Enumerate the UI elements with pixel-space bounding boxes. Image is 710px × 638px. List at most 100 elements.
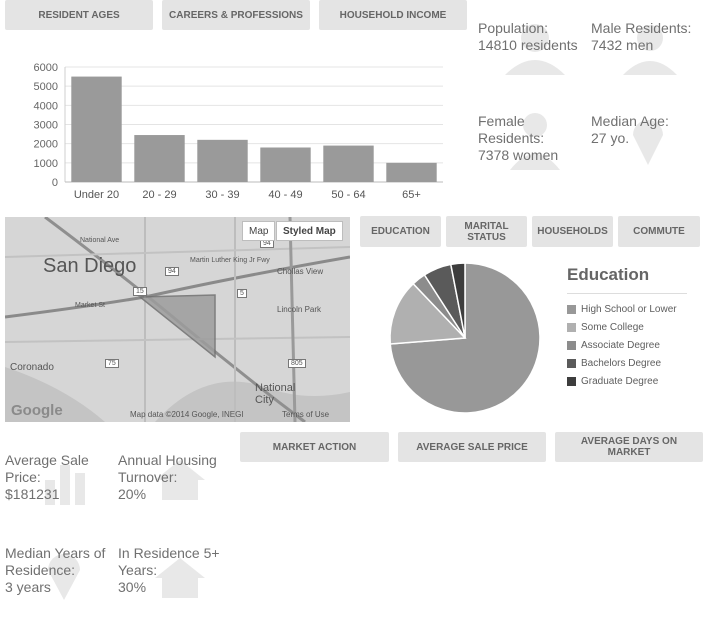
house-icon xyxy=(155,558,205,598)
stat-label: Median Age: xyxy=(591,113,669,129)
tab-market-action[interactable]: MARKET ACTION xyxy=(240,432,389,462)
pie-slice xyxy=(449,262,466,339)
x-tick-label: Under 20 xyxy=(74,189,119,201)
stat-value: $181231 xyxy=(5,486,60,502)
person-icon xyxy=(505,24,565,75)
highway-shield: 15 xyxy=(133,287,147,296)
map-road-label: Market St xyxy=(75,302,105,309)
stat-value: 7432 men xyxy=(591,37,654,53)
tab-households[interactable]: HOUSEHOLDS xyxy=(532,216,613,247)
stat-label: Female Residents: xyxy=(478,113,545,146)
education-pie-chart xyxy=(389,262,541,414)
map-pin-icon xyxy=(48,554,80,600)
highway-shield: 805 xyxy=(288,359,306,368)
person-icon xyxy=(623,25,677,75)
stat-label: Male Residents: xyxy=(591,20,692,36)
highway-shield: 75 xyxy=(105,359,119,368)
legend-item: Associate Degree xyxy=(567,336,687,354)
stat-label: In Residence 5+ Years: xyxy=(118,545,220,578)
legend-swatch xyxy=(567,376,576,386)
tab-resident-ages[interactable]: RESIDENT AGES xyxy=(5,0,153,30)
map-roads xyxy=(5,217,350,422)
bar xyxy=(71,76,122,182)
stat-median-age: Median Age: 27 yo. xyxy=(591,113,706,147)
stat-value: 3 years xyxy=(5,579,51,595)
legend-title: Education xyxy=(567,265,687,294)
stat-annual-housing-turnover: Annual Housing Turnover: 20% xyxy=(118,452,228,503)
y-tick-label: 4000 xyxy=(34,100,58,112)
tab-average-days-on-market[interactable]: AVERAGE DAYS ON MARKET xyxy=(555,432,703,462)
bar xyxy=(260,147,311,182)
x-tick-label: 40 - 49 xyxy=(268,189,302,201)
stat-value: 14810 residents xyxy=(478,37,578,53)
y-tick-label: 3000 xyxy=(34,120,58,132)
map-road-label: National Ave xyxy=(80,237,120,244)
map-place-label: Lincoln Park xyxy=(277,305,322,314)
stat-male-residents: Male Residents: 7432 men xyxy=(591,20,706,54)
y-tick-label: 5000 xyxy=(34,81,58,93)
stat-in-residence-5-plus: In Residence 5+ Years: 30% xyxy=(118,545,228,596)
map-place-label: National City xyxy=(255,382,296,406)
stat-value: 7378 women xyxy=(478,147,559,163)
map-type-button[interactable]: Map xyxy=(242,221,276,241)
legend-label: High School or Lower xyxy=(581,303,677,315)
resident-ages-chart: 0 1000 2000 3000 4000 5000 6000 Under 20 20 - 29… xyxy=(34,62,443,201)
tab-commute[interactable]: COMMUTE xyxy=(618,216,700,247)
stat-average-sale-price: Average Sale Price: $181231 xyxy=(5,452,105,503)
map-attribution: Map data ©2014 Google, INEGI xyxy=(130,410,244,419)
legend-label: Bachelors Degree xyxy=(581,357,662,369)
x-tick-label: 50 - 64 xyxy=(331,189,365,201)
highway-shield: 94 xyxy=(165,267,179,276)
tab-marital-status[interactable]: MARITAL STATUS xyxy=(446,216,527,247)
google-logo: Google xyxy=(11,402,63,419)
legend-item: Graduate Degree xyxy=(567,372,687,390)
legend-swatch xyxy=(567,322,576,332)
stat-female-residents: Female Residents: 7378 women xyxy=(478,113,573,164)
stat-median-years-residence: Median Years of Residence: 3 years xyxy=(5,545,117,596)
bar xyxy=(323,145,374,182)
legend-swatch xyxy=(567,358,576,368)
map-place-label: Chollas View xyxy=(277,267,324,276)
legend-swatch xyxy=(567,340,576,350)
pie-slice xyxy=(389,282,467,345)
y-tick-label: 6000 xyxy=(34,62,58,74)
stat-value: 30% xyxy=(118,579,147,595)
stat-value: 27 yo. xyxy=(591,130,630,146)
tab-education[interactable]: EDUCATION xyxy=(360,216,441,247)
stat-label: Population: xyxy=(478,20,549,36)
stat-population: Population: 14810 residents xyxy=(478,20,590,54)
legend-item: Bachelors Degree xyxy=(567,354,687,372)
map-terms-link[interactable]: Terms of Use xyxy=(282,410,330,419)
tab-average-sale-price[interactable]: AVERAGE SALE PRICE xyxy=(398,432,546,462)
bar xyxy=(197,139,248,182)
neighborhood-map[interactable]: San Diego National City Coronado Chollas… xyxy=(5,217,350,422)
map-place-label: Coronado xyxy=(10,362,54,373)
legend-swatch xyxy=(567,304,576,314)
legend-item: Some College xyxy=(567,318,687,336)
tab-careers-professions[interactable]: CAREERS & PROFESSIONS xyxy=(162,0,310,30)
y-tick-label: 2000 xyxy=(34,139,58,151)
map-road-label: Martin Luther King Jr Fwy xyxy=(190,257,270,264)
stat-label: Annual Housing Turnover: xyxy=(118,452,217,485)
legend-label: Some College xyxy=(581,321,644,333)
highway-shield: 5 xyxy=(237,289,247,298)
stat-label: Median Years of Residence: xyxy=(5,545,106,578)
x-tick-label: 30 - 39 xyxy=(205,189,239,201)
styled-map-button[interactable]: Styled Map xyxy=(276,221,343,241)
map-city-label: San Diego xyxy=(43,255,137,277)
x-tick-label: 65+ xyxy=(402,189,421,201)
bar-graph-icon xyxy=(45,465,85,505)
tab-household-income[interactable]: HOUSEHOLD INCOME xyxy=(319,0,467,30)
person-icon xyxy=(510,113,560,170)
legend-label: Graduate Degree xyxy=(581,375,659,387)
bar xyxy=(134,135,185,182)
y-tick-label: 1000 xyxy=(34,158,58,170)
map-pin-icon xyxy=(633,120,663,165)
x-tick-label: 20 - 29 xyxy=(142,189,176,201)
stat-label: Average Sale Price: xyxy=(5,452,89,485)
house-icon xyxy=(155,460,205,500)
education-legend: Education High School or Lower Some Colle… xyxy=(567,265,687,390)
legend-item: High School or Lower xyxy=(567,300,687,318)
legend-label: Associate Degree xyxy=(581,339,660,351)
stat-value: 20% xyxy=(118,486,147,502)
